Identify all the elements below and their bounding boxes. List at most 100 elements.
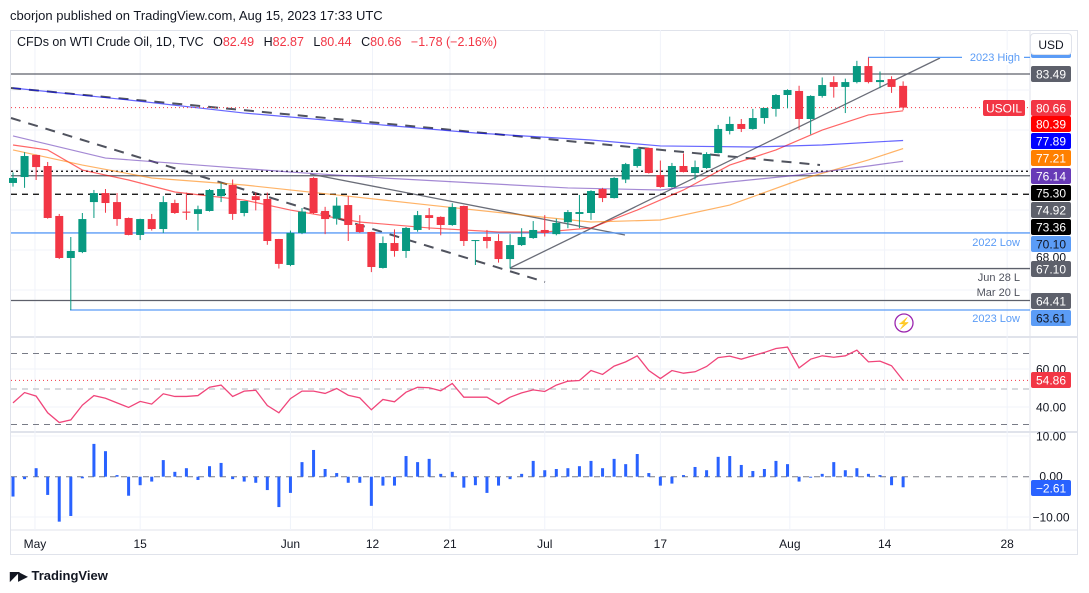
candle — [402, 227, 411, 258]
candle-body — [286, 232, 295, 265]
open-value: 82.49 — [222, 35, 255, 49]
candle-body — [425, 215, 434, 218]
candle — [9, 172, 17, 187]
momentum-bar — [231, 476, 235, 480]
currency-button[interactable]: USD — [1030, 33, 1072, 55]
momentum-bar — [265, 476, 269, 491]
momentum-bar — [728, 456, 732, 477]
rsi-line — [12, 346, 904, 424]
momentum-bar — [508, 476, 512, 480]
candle — [587, 190, 595, 220]
momentum-bar — [254, 476, 258, 483]
price-axis-label-text: 75.30 — [1036, 187, 1066, 201]
price-axis-label-text: 63.61 — [1036, 312, 1066, 326]
momentum-bar — [242, 476, 246, 482]
momentum-bar — [647, 473, 651, 477]
candle — [274, 238, 283, 269]
symbol-name[interactable]: CFDs on WTI Crude Oil, 1D, TVC — [17, 35, 204, 49]
momentum-bar — [416, 462, 420, 477]
momentum-bar — [866, 473, 870, 477]
candle-body — [9, 177, 17, 183]
candle-body — [818, 85, 827, 96]
time-tick-label: 28 — [1000, 537, 1014, 551]
candle — [471, 240, 480, 265]
price-axis-label-text: 83.49 — [1036, 68, 1066, 82]
candle — [367, 231, 376, 273]
candle — [355, 215, 364, 233]
symbol-tag-text: USOIL — [986, 102, 1022, 116]
candle-body — [610, 177, 619, 199]
momentum-bar — [335, 473, 339, 477]
candle — [55, 213, 64, 260]
candle-body — [367, 231, 376, 268]
rsi-value-label-text: 54.86 — [1036, 374, 1066, 388]
momentum-bar — [890, 476, 894, 486]
ohlc-low: L80.44 — [313, 35, 351, 49]
candle-body — [159, 202, 168, 230]
tradingview-logo-icon: ◤▶ — [10, 568, 27, 583]
candle-body — [679, 165, 688, 173]
momentum-bar — [392, 476, 396, 486]
price-axis-label-bg — [1031, 219, 1071, 235]
candle — [610, 177, 619, 199]
candle — [113, 193, 122, 226]
candle-body — [656, 175, 665, 188]
momentum-bar — [531, 460, 535, 477]
candle-body — [20, 156, 29, 178]
level-label-group: 2023 High — [962, 50, 1024, 65]
candle-body — [170, 203, 179, 213]
candle-body — [841, 82, 850, 87]
close-label: C — [361, 35, 371, 49]
momentum-bar — [751, 471, 755, 477]
candle-body — [193, 209, 202, 214]
candle-body — [344, 205, 353, 225]
candle — [771, 94, 780, 117]
price-axis-label: 73.36 — [1031, 219, 1071, 235]
momentum-bar — [92, 443, 96, 477]
candle-body — [494, 241, 503, 260]
momentum-bar — [670, 476, 674, 484]
time-tick-label: 12 — [366, 537, 380, 551]
tradingview-logo[interactable]: ◤▶ TradingView — [10, 568, 108, 583]
candle — [205, 189, 214, 212]
candle — [332, 197, 341, 225]
candle — [563, 210, 572, 229]
level-label-group: 2023 Low — [972, 313, 1020, 325]
candle — [240, 200, 249, 217]
momentum-axis-tick-text: 10.00 — [1036, 430, 1066, 444]
momentum-bar — [127, 476, 131, 496]
candle-body — [737, 123, 746, 129]
momentum-bar — [705, 470, 709, 477]
price-axis-label-text: 73.36 — [1036, 221, 1066, 235]
moving-average-line — [12, 135, 904, 191]
level-label-group: Mar 20 L — [977, 287, 1020, 299]
candle — [575, 194, 584, 229]
candle-body — [471, 240, 480, 242]
momentum-bar — [797, 476, 801, 482]
time-tick-label: Jul — [537, 537, 552, 551]
candle — [552, 218, 561, 236]
ma-value-label: 77.89 — [1031, 133, 1071, 149]
candle — [714, 124, 723, 154]
momentum-bar — [497, 476, 501, 486]
momentum-bar — [23, 476, 27, 480]
candle — [217, 183, 226, 203]
candle — [298, 208, 306, 235]
candle-body — [55, 215, 64, 258]
time-tick-label: Jun — [281, 537, 300, 551]
candle-body — [552, 222, 561, 235]
price-axis-label-text: 64.41 — [1036, 295, 1066, 309]
candle-body — [876, 80, 884, 83]
momentum-bar — [57, 476, 61, 522]
candle — [448, 203, 457, 226]
candle — [482, 229, 491, 249]
ma-value-label: 80.39 — [1031, 116, 1071, 132]
candle-body — [691, 167, 700, 173]
candle — [529, 221, 538, 239]
candle-body — [263, 198, 272, 242]
candle-body — [136, 219, 145, 235]
candle-body — [540, 229, 549, 233]
momentum-bar — [809, 476, 813, 478]
candle — [494, 234, 503, 263]
